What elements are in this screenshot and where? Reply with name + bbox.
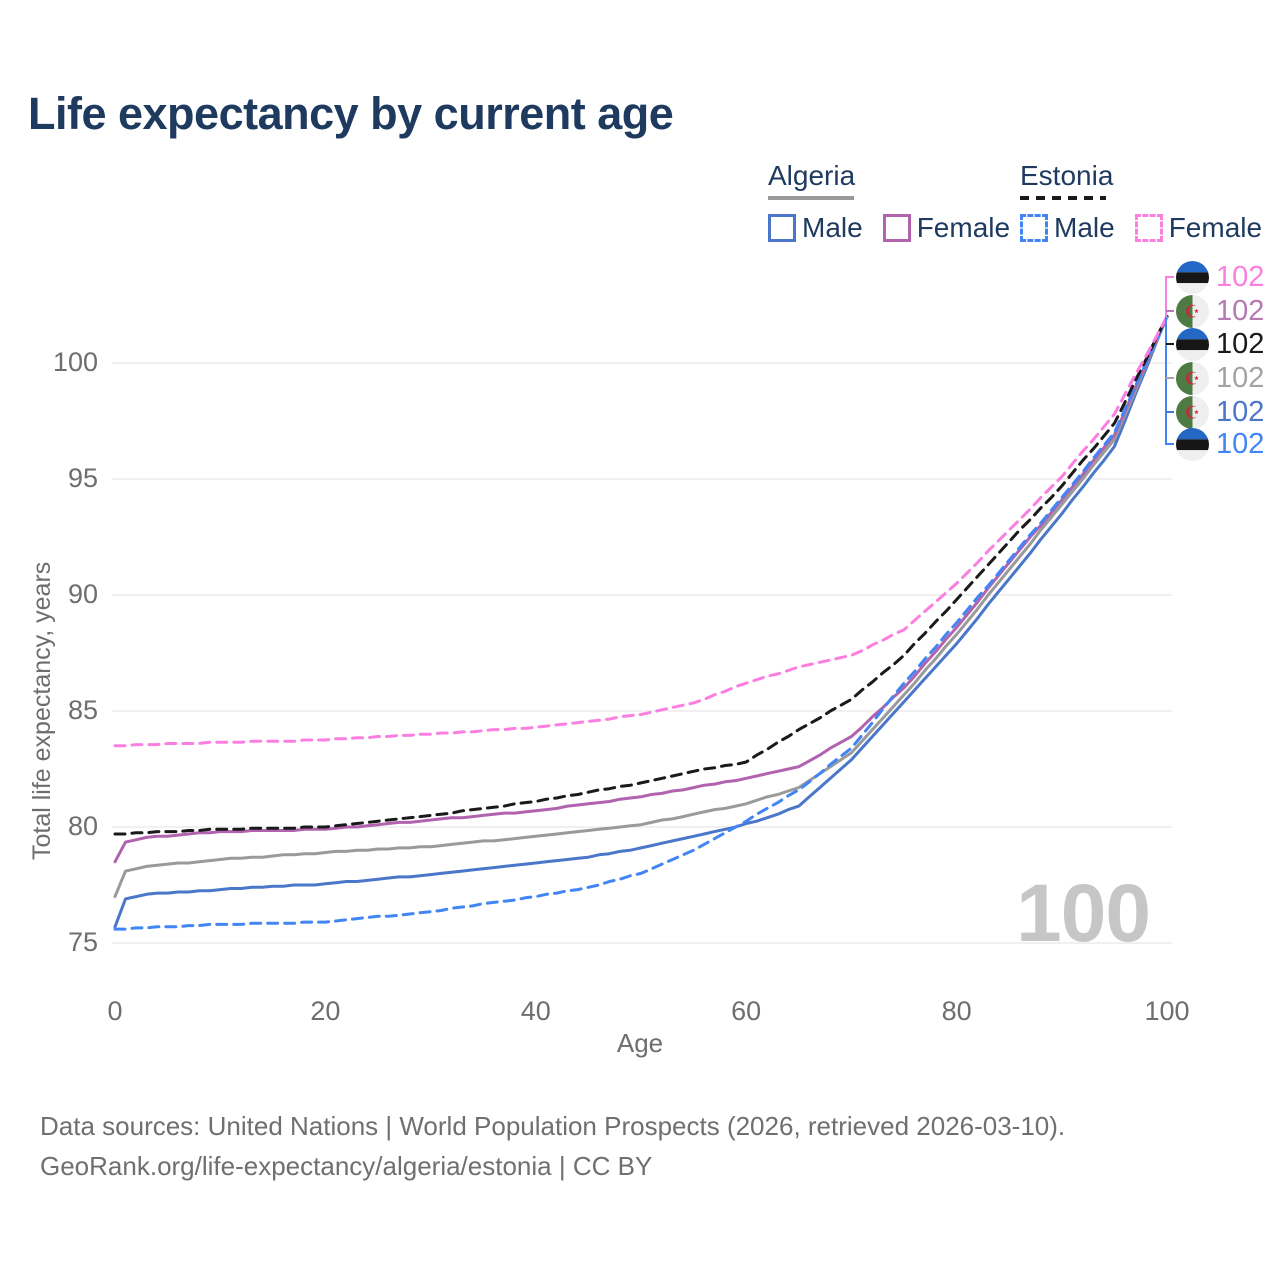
endpoint-value: 102 [1216, 327, 1265, 360]
series-estonia-male [113, 315, 1169, 931]
y-tick-label: 90 [67, 579, 98, 609]
endpoint-value: 102 [1216, 395, 1265, 428]
series-algeria-female [113, 315, 1169, 864]
y-tick-label: 75 [67, 927, 98, 957]
leader-line [1165, 316, 1174, 445]
data-sources-line: Data sources: United Nations | World Pop… [40, 1111, 1066, 1141]
endpoint-callout-estonia-total: 102 [1176, 327, 1265, 361]
y-tick-label: 85 [67, 695, 98, 725]
legend-country-algeria: Algeria [768, 160, 856, 191]
x-tick-label: 100 [1144, 996, 1190, 1026]
endpoint-callout-estonia-male: 102 [1176, 427, 1265, 461]
legend-country-estonia: Estonia [1020, 160, 1114, 191]
x-axis-title: Age [616, 1028, 664, 1058]
legend-group-estonia: Estonia Male Female [1020, 160, 1280, 244]
legend-swatch-algeria-male[interactable] [768, 214, 796, 242]
series-algeria-total [113, 315, 1169, 899]
x-tick-label: 80 [941, 996, 972, 1026]
endpoint-value: 102 [1216, 294, 1265, 327]
legend-label-estonia-female[interactable]: Female [1168, 212, 1263, 243]
algeria-flag-icon: ☪ [1176, 294, 1209, 328]
estonia-flag-icon [1176, 327, 1209, 361]
legend-label-algeria-male[interactable]: Male [802, 212, 863, 243]
legend-swatch-algeria-female[interactable] [882, 214, 911, 242]
svg-text:☪: ☪ [1185, 368, 1201, 388]
series-estonia-female [113, 315, 1169, 748]
legend-label-algeria-female[interactable]: Female [916, 212, 1011, 243]
legend-group-algeria: Algeria Male Female [768, 160, 1030, 244]
endpoint-callout-estonia-female: 102 [1176, 260, 1265, 294]
leader-line [1165, 276, 1174, 317]
svg-text:☪: ☪ [1185, 402, 1201, 422]
watermark-age-indicator: 100 [1016, 868, 1151, 959]
attribution-line: GeoRank.org/life-expectancy/algeria/esto… [40, 1151, 653, 1181]
endpoint-callout-algeria-female: ☪ 102 [1176, 294, 1265, 328]
x-tick-label: 60 [731, 996, 762, 1026]
endpoint-callout-algeria-male: ☪ 102 [1176, 395, 1265, 429]
endpoint-value: 102 [1216, 361, 1265, 394]
legend-label-estonia-male[interactable]: Male [1054, 212, 1115, 243]
estonia-dashed-line-swatch [1020, 196, 1106, 200]
endpoint-value: 102 [1216, 427, 1265, 460]
algeria-flag-icon: ☪ [1176, 361, 1209, 395]
footer: Data sources: United Nations | World Pop… [40, 1106, 1065, 1186]
legend-swatch-estonia-male[interactable] [1020, 214, 1048, 242]
svg-text:☪: ☪ [1185, 301, 1201, 321]
algeria-flag-icon: ☪ [1176, 395, 1209, 429]
series-algeria-male [113, 315, 1169, 929]
algeria-solid-line-swatch [768, 196, 854, 200]
x-tick-label: 20 [310, 996, 341, 1026]
x-tick-label: 40 [520, 996, 551, 1026]
y-tick-label: 80 [67, 811, 98, 841]
y-axis-title: Total life expectancy, years [28, 561, 56, 860]
series-estonia-total [113, 315, 1169, 836]
endpoint-callout-algeria-total: ☪ 102 [1176, 361, 1265, 395]
endpoint-value: 102 [1216, 260, 1265, 293]
estonia-flag-icon [1176, 260, 1209, 294]
x-tick-label: 0 [107, 996, 123, 1026]
legend-swatch-estonia-female[interactable] [1134, 214, 1163, 242]
estonia-flag-icon [1176, 427, 1209, 461]
page-title: Life expectancy by current age [28, 88, 674, 139]
y-tick-label: 95 [67, 463, 98, 493]
y-tick-label: 100 [52, 347, 98, 377]
